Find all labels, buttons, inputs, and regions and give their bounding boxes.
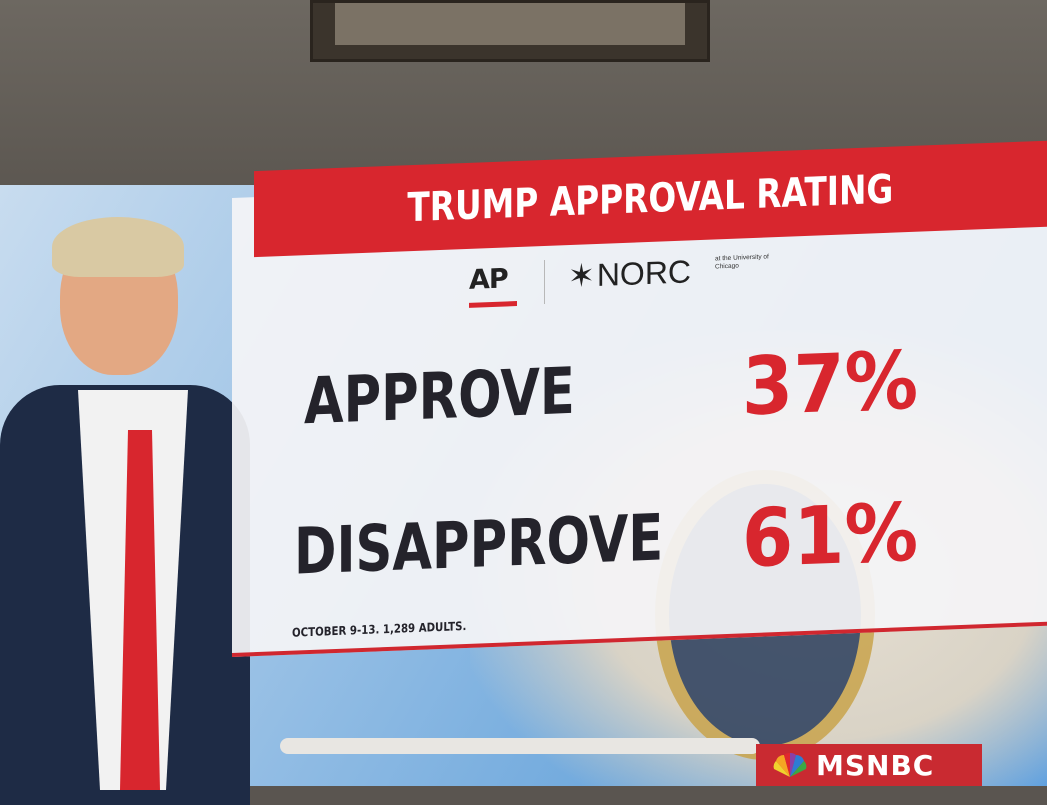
person-photo: [0, 215, 250, 805]
norc-affiliation: at the University of Chicago: [715, 253, 769, 271]
network-logo-bug: MSNBC: [756, 744, 982, 786]
ap-logo: AP: [469, 263, 508, 296]
norc-star-icon: ✶: [568, 257, 595, 295]
disapprove-value: 61%: [742, 485, 919, 586]
picture-frame: [310, 0, 710, 62]
peacock-icon: [773, 752, 807, 777]
picture-frame-inner: [335, 3, 685, 45]
norc-logo-text: NORC: [596, 253, 692, 293]
ap-underline: [469, 301, 517, 308]
disapprove-label: DISAPPROVE: [294, 501, 664, 590]
logo-divider: [544, 259, 545, 305]
pollster-logos: AP ✶NORC at the University of Chicago: [467, 249, 787, 321]
norc-logo: ✶NORC: [568, 252, 691, 295]
network-name: MSNBC: [816, 748, 935, 782]
poll-graphic-card: TRUMP APPROVAL RATING AP ✶NORC at the Un…: [232, 87, 1047, 688]
approve-value: 37%: [742, 333, 919, 434]
stair-railing: [280, 738, 760, 754]
hair: [52, 217, 184, 277]
approve-label: APPROVE: [304, 354, 575, 440]
graphic-title: TRUMP APPROVAL RATING: [407, 166, 894, 232]
